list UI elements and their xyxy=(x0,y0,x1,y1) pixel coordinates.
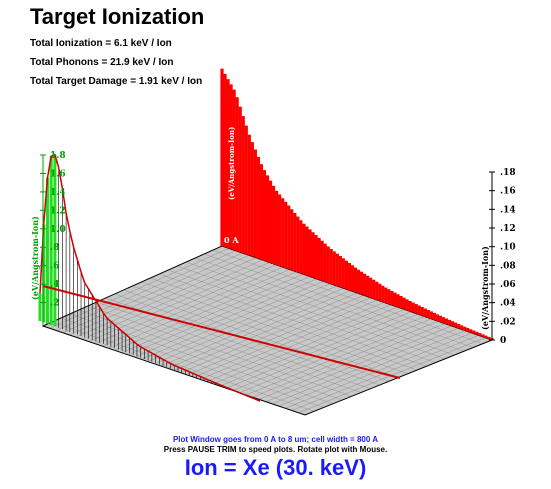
floor-grid-line xyxy=(232,313,418,391)
floor-grid-line xyxy=(49,248,229,329)
inner-y-axis-label: (eV/Angstrom-Ion) xyxy=(227,127,236,200)
floor-grid-line xyxy=(173,292,358,371)
floor-grid-line xyxy=(177,265,446,359)
floor-grid-line xyxy=(114,271,297,351)
right-y-axis: 0 .02 .04 .06 .08 .10 .12 .14 .16 .18 xyxy=(489,168,516,346)
floor-grid-line xyxy=(95,264,277,345)
floor-grid-line xyxy=(245,318,432,396)
floor-grid-line xyxy=(278,330,466,407)
floor-grid-line xyxy=(291,335,479,411)
plot-window-note: Plot Window goes from 0 A to 8 um; cell … xyxy=(172,435,379,444)
floor-grid-line xyxy=(55,250,236,331)
left-axis-tick-label: .2 xyxy=(50,299,59,309)
floor-grid-line xyxy=(193,299,378,378)
floor-grid-line xyxy=(167,290,351,369)
origin-label: 0 A xyxy=(224,235,239,245)
left-axis-tick-label: .8 xyxy=(50,243,59,253)
right-y-axis-label: (eV/Angstrom-Ion) xyxy=(480,246,490,330)
floor-grid-line xyxy=(206,304,391,382)
floor-grid-line xyxy=(187,297,371,376)
left-axis-tick-label: 1.0 xyxy=(50,225,66,235)
left-axis-tick-label: 1.2 xyxy=(50,206,66,216)
floor-grid-line xyxy=(239,316,425,393)
floor-grid-line xyxy=(69,313,334,404)
ion-label: Ion = Xe (30. keV) xyxy=(184,455,367,480)
floor-grid-line xyxy=(272,328,459,405)
floor-grid-line xyxy=(252,320,439,398)
floor-grid-line xyxy=(285,332,472,409)
floor-grid-line xyxy=(82,259,263,340)
floor-grid-line xyxy=(186,261,455,356)
floor-grid-line xyxy=(160,288,344,367)
floor-grid-line xyxy=(219,309,405,387)
floor-grid-line xyxy=(147,283,331,362)
right-axis-tick-label: .04 xyxy=(500,299,516,309)
floor-grid-line xyxy=(123,289,390,382)
floor-grid-line xyxy=(180,295,364,373)
page-title: Target Ionization xyxy=(30,4,205,29)
left-series-curve xyxy=(39,153,261,402)
floor-grid-line xyxy=(96,301,362,393)
left-y-axis-label: (eV/Angstrom-Ion) xyxy=(30,216,40,300)
floor-grid-line xyxy=(121,273,304,353)
floor-grid-line xyxy=(259,323,445,400)
floor-grid-line xyxy=(141,281,324,360)
floor-grid-line xyxy=(132,285,399,378)
left-axis-tick-label: .4 xyxy=(50,280,59,290)
right-axis-tick-label: .12 xyxy=(500,224,516,234)
right-series xyxy=(42,68,494,379)
total-damage-stat: Total Target Damage = 1.91 keV / Ion xyxy=(30,76,203,87)
floor-grid-line xyxy=(195,257,465,352)
right-axis-tick-label: .18 xyxy=(500,168,516,178)
floor-grid-line xyxy=(168,269,436,363)
right-axis-tick-label: .02 xyxy=(500,317,516,327)
left-y-axis: .2 .4 .6 .8 1.0 1.2 1.4 1.6 1.8 xyxy=(40,151,66,326)
left-series xyxy=(38,153,261,402)
floor-grid-line xyxy=(69,255,250,336)
floor-grid-line xyxy=(128,276,310,356)
floor-grid-line xyxy=(134,278,317,358)
floor-grid-line xyxy=(62,252,243,333)
floor-grid-line xyxy=(87,305,352,397)
floor-mesh xyxy=(49,248,486,414)
floor-grid-line xyxy=(141,281,408,374)
floor-grid-line xyxy=(213,306,398,385)
floor-grid-line xyxy=(60,317,324,408)
speed-hint: Press PAUSE TRIM to speed plots. Rotate … xyxy=(163,445,388,454)
right-axis-tick-label: .10 xyxy=(500,243,516,253)
left-axis-tick-label: 1.4 xyxy=(50,188,66,198)
floor-grid-line xyxy=(101,266,283,347)
range-curve xyxy=(42,285,401,379)
left-axis-tick-label: 1.8 xyxy=(50,151,66,161)
total-ionization-stat: Total Ionization = 6.1 keV / Ion xyxy=(30,38,172,49)
floor-grid-line xyxy=(204,253,474,348)
floor-grid-line xyxy=(78,309,343,401)
floor-grid-line xyxy=(265,325,452,402)
floor-grid-line xyxy=(200,302,385,380)
floor-grid-line xyxy=(75,257,256,338)
left-axis-tick-label: .6 xyxy=(50,262,59,272)
right-axis-tick-label: .14 xyxy=(500,205,516,215)
right-axis-tick-label: .08 xyxy=(500,261,516,271)
floor-grid-line xyxy=(108,269,290,349)
floor-grid-line xyxy=(150,277,418,371)
floor-grid-line xyxy=(159,273,427,367)
floor-grid-line xyxy=(212,249,483,344)
left-axis-tick-label: 1.6 xyxy=(50,169,66,179)
right-axis-tick-label: .06 xyxy=(500,280,516,290)
right-axis-tick-label: .16 xyxy=(500,187,516,197)
floor-grid-line xyxy=(154,285,337,365)
floor-grid-line xyxy=(226,311,412,389)
total-phonons-stat: Total Phonons = 21.9 keV / Ion xyxy=(30,57,174,68)
right-axis-tick-label: 0 xyxy=(500,336,506,346)
